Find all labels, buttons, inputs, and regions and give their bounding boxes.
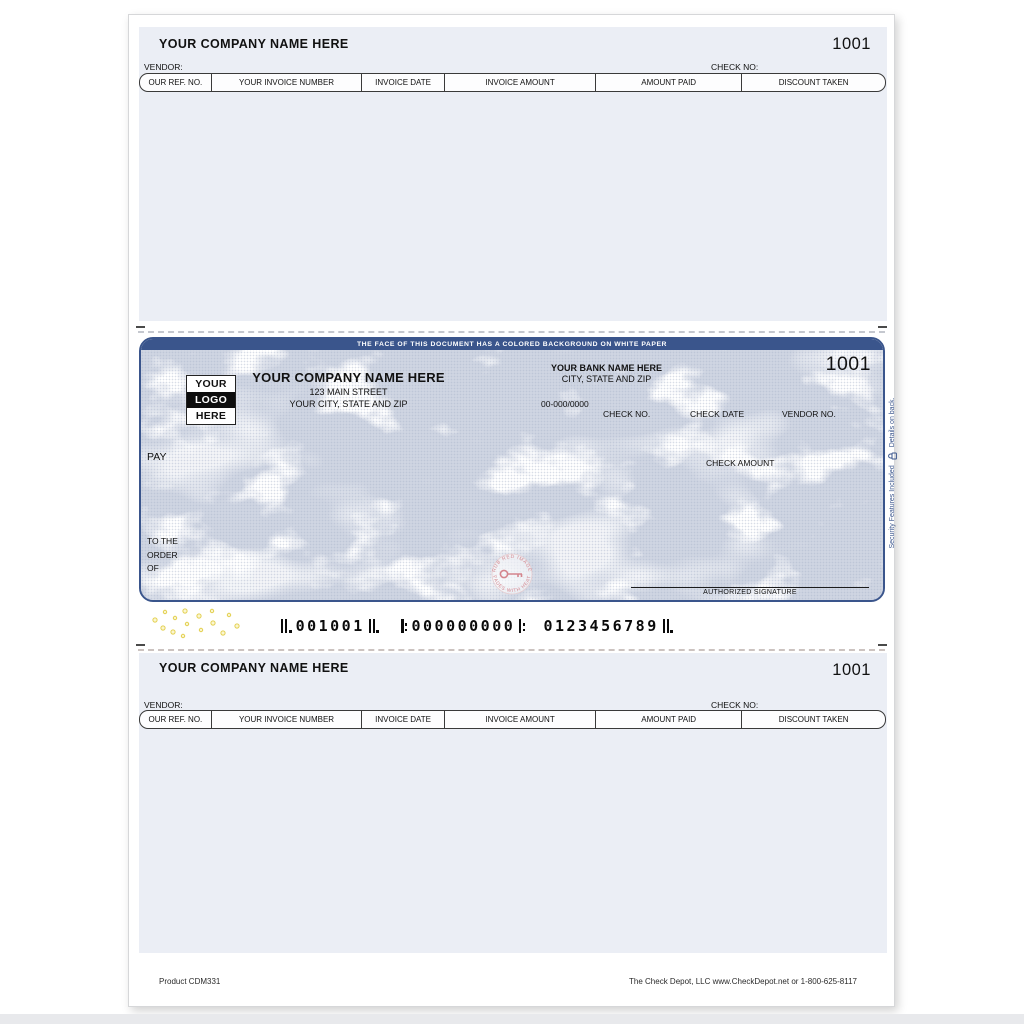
- check-no-label: CHECK NO:: [711, 62, 759, 72]
- vendor-label: VENDOR:: [144, 62, 183, 72]
- col-discount-taken: DISCOUNT TAKEN: [741, 711, 885, 728]
- col-invoice-amount: INVOICE AMOUNT: [443, 74, 595, 91]
- micr-onus-symbol: [662, 619, 674, 633]
- bank-fraction: 00-000/0000: [541, 399, 589, 409]
- micr-account-number: 0123456789: [543, 617, 659, 635]
- marble-background: [141, 339, 883, 600]
- order-line-2: ORDER: [147, 549, 178, 560]
- stub-check-number: 1001: [832, 661, 871, 679]
- col-discount-taken: DISCOUNT TAKEN: [741, 74, 885, 91]
- micr-line: 001001 000000000 0123456789: [277, 615, 677, 637]
- col-invoice-date: INVOICE DATE: [361, 711, 444, 728]
- logo-line-1: YOUR: [195, 378, 227, 390]
- perforation-line-top: [136, 326, 887, 333]
- details-on-back-text: Details on back.: [888, 397, 896, 448]
- padlock-icon: [887, 452, 897, 460]
- micr-onus-symbol: [281, 619, 292, 633]
- micr-transit-symbol: [401, 619, 408, 633]
- micr-routing-number: 000000000: [411, 617, 516, 635]
- key-icon: [499, 569, 523, 579]
- check-amount-label: CHECK AMOUNT: [706, 458, 775, 468]
- pay-label: PAY: [147, 451, 167, 463]
- col-amount-paid: AMOUNT PAID: [595, 711, 741, 728]
- signature-line: AUTHORIZED SIGNATURE: [631, 587, 869, 596]
- col-your-invoice-number: YOUR INVOICE NUMBER: [210, 74, 361, 91]
- remittance-stub-bottom: YOUR COMPANY NAME HERE 1001 VENDOR: CHEC…: [139, 653, 887, 953]
- stub-company-name: YOUR COMPANY NAME HERE: [159, 37, 349, 51]
- stub-company-name: YOUR COMPANY NAME HERE: [159, 661, 349, 675]
- check-no-field-label: CHECK NO.: [603, 409, 651, 419]
- check-no-label: CHECK NO:: [711, 700, 759, 710]
- micr-transit-symbol: [519, 619, 526, 633]
- check-banner: THE FACE OF THIS DOCUMENT HAS A COLORED …: [141, 339, 883, 350]
- col-our-ref-no: OUR REF. NO.: [148, 715, 203, 724]
- authorized-signature-label: AUTHORIZED SIGNATURE: [703, 589, 797, 596]
- logo-line-2: LOGO: [187, 392, 235, 408]
- security-strip: Security Features Included Details on ba…: [885, 377, 899, 569]
- check-sheet: YOUR COMPANY NAME HERE 1001 VENDOR: CHEC…: [128, 14, 897, 1007]
- bank-block: YOUR BANK NAME HERE CITY, STATE AND ZIP: [529, 363, 684, 384]
- payer-company-name: YOUR COMPANY NAME HERE: [252, 370, 445, 385]
- stub-table-header: OUR REF. NO. YOUR INVOICE NUMBER INVOICE…: [139, 710, 886, 729]
- logo-placeholder: YOUR LOGO HERE: [186, 375, 236, 425]
- logo-line-3: HERE: [195, 410, 227, 422]
- payer-block: YOUR COMPANY NAME HERE 123 MAIN STREET Y…: [241, 370, 456, 409]
- order-line-1: TO THE: [147, 536, 178, 546]
- col-invoice-date: INVOICE DATE: [361, 74, 444, 91]
- security-strip-text: Security Features Included: [888, 465, 896, 549]
- heat-sensitive-seal: RUB RED IMAGE FADES WITH HEAT: [491, 553, 533, 595]
- col-your-invoice-number: YOUR INVOICE NUMBER: [210, 711, 361, 728]
- product-code: Product CDM331: [159, 977, 221, 986]
- payer-street: 123 MAIN STREET: [309, 387, 388, 397]
- check-number: 1001: [825, 353, 871, 375]
- vendor-contact-info: The Check Depot, LLC www.CheckDepot.net …: [629, 977, 857, 986]
- stub-table-header: OUR REF. NO. YOUR INVOICE NUMBER INVOICE…: [139, 73, 886, 92]
- to-the-order-of-label: TO THE ORDER OF: [147, 535, 178, 576]
- micr-onus-symbol: [368, 619, 380, 633]
- check-date-field-label: CHECK DATE: [690, 409, 745, 419]
- remittance-stub-top: YOUR COMPANY NAME HERE 1001 VENDOR: CHEC…: [139, 27, 887, 321]
- vendor-label: VENDOR:: [144, 700, 183, 710]
- bank-name: YOUR BANK NAME HERE: [550, 363, 662, 373]
- col-amount-paid: AMOUNT PAID: [595, 74, 741, 91]
- col-invoice-amount: INVOICE AMOUNT: [443, 711, 595, 728]
- stub-check-number: 1001: [832, 35, 871, 53]
- col-our-ref-no: OUR REF. NO.: [148, 78, 203, 87]
- security-dots: [152, 608, 240, 639]
- micr-check-number: 001001: [295, 617, 365, 635]
- vendor-no-field-label: VENDOR NO.: [782, 409, 836, 419]
- payer-city: YOUR CITY, STATE AND ZIP: [289, 399, 408, 409]
- bank-city: CITY, STATE AND ZIP: [561, 374, 652, 384]
- order-line-3: OF: [147, 563, 159, 573]
- perforation-line-bottom: [136, 644, 887, 651]
- check-body: THE FACE OF THIS DOCUMENT HAS A COLORED …: [139, 337, 885, 602]
